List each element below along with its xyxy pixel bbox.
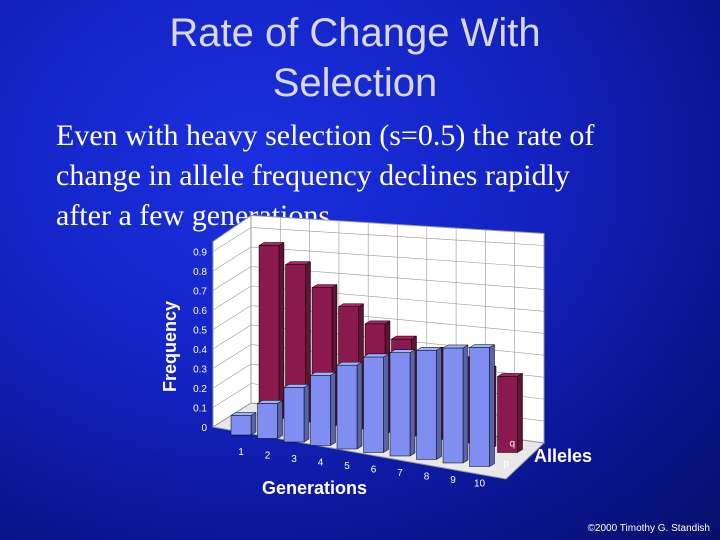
bar-face	[257, 403, 278, 439]
series-label-q: q	[510, 439, 516, 450]
slide-title: Rate of Change With Selection	[0, 8, 710, 108]
bar-q-gen-1	[258, 242, 285, 422]
bar-side	[277, 399, 283, 439]
bar-p-gen-9	[442, 344, 469, 464]
bar-p-gen-8	[415, 346, 443, 460]
bar-side	[462, 344, 469, 464]
bar-p-gen-2	[256, 399, 284, 439]
bar-p-gen-3	[283, 383, 310, 443]
bar-side	[436, 346, 442, 460]
y-tick-label: 0.1	[193, 404, 207, 415]
chart-bars	[230, 242, 524, 467]
bar-top	[258, 242, 285, 246]
bar-p-gen-7	[389, 349, 416, 457]
bar-q-gen-10	[496, 373, 524, 453]
title-line-1: Rate of Change With	[169, 11, 541, 55]
bar-face	[283, 387, 305, 443]
bar-side	[330, 371, 336, 446]
bar-face	[389, 352, 411, 457]
y-tick-label: 0.2	[193, 384, 207, 395]
subtitle-line-2: change in allele frequency declines rapi…	[56, 159, 570, 192]
y-axis-title: Frequency	[160, 301, 180, 392]
series-label-p: p	[504, 459, 510, 470]
bar-p-gen-5	[336, 361, 363, 450]
bar-side	[489, 344, 495, 467]
bar-top	[468, 344, 496, 348]
bar-face	[258, 245, 280, 422]
bar-top	[283, 384, 310, 388]
title-line-2: Selection	[272, 61, 438, 105]
x-tick-label: 8	[424, 472, 430, 483]
bar-side	[356, 361, 363, 450]
bar-top	[496, 373, 524, 377]
y-tick-label: 0.3	[193, 365, 207, 376]
gridline	[212, 227, 252, 252]
bar-top	[311, 284, 338, 288]
y-tick-label: 0.5	[193, 326, 207, 337]
slide-subtitle: Even with heavy selection (s=0.5) the ra…	[56, 116, 676, 236]
bar-face	[336, 364, 358, 450]
bar-face	[469, 347, 490, 467]
bar-face	[230, 415, 252, 436]
x-tick-label: 1	[238, 447, 244, 458]
bar-side	[383, 353, 389, 453]
chart-ticks: 0 0.1 0.2 0.3 0.4 0.5 0.6 0.7 0.8 0.9 1 2 3 4 5 6 7 8 9 10 p…	[193, 248, 515, 490]
bar-side	[250, 412, 257, 436]
bar-face	[442, 347, 464, 464]
copyright-notice: ©2000 Timothy G. Standish	[587, 523, 710, 534]
x-tick-label: 2	[265, 451, 271, 462]
bar-top	[336, 361, 363, 366]
bar-p-gen-10	[468, 344, 496, 467]
bar-top	[256, 400, 284, 404]
bar-top	[309, 372, 337, 376]
gridline	[212, 285, 252, 311]
alleles-axis-title: Alleles	[534, 446, 592, 466]
bar-top	[415, 347, 443, 351]
x-tick-label: 4	[318, 458, 324, 469]
x-tick-label: 6	[371, 465, 377, 476]
gridline	[212, 266, 252, 291]
bar-side	[303, 383, 310, 443]
bar-side	[278, 242, 285, 422]
bar-p-gen-1	[230, 412, 257, 436]
gridline	[212, 305, 252, 330]
bar-face	[310, 375, 331, 446]
x-tick-label: 9	[450, 475, 456, 486]
x-tick-label: 7	[397, 468, 403, 479]
bar-top	[390, 335, 418, 340]
subtitle-line-1: Even with heavy selection (s=0.5) the ra…	[56, 119, 595, 152]
gridline	[212, 324, 252, 350]
gridline	[212, 344, 252, 369]
gridline	[212, 383, 252, 408]
bar-p-gen-6	[362, 353, 390, 453]
bar-top	[362, 353, 390, 358]
y-tick-label: 0.8	[193, 267, 207, 278]
bar-face	[416, 350, 437, 460]
y-tick-label: 0.4	[193, 345, 207, 356]
y-tick-label: 0.6	[193, 306, 207, 317]
bar-side	[409, 349, 416, 457]
gridline	[212, 246, 252, 272]
bar-p-gen-4	[309, 371, 337, 446]
bar-top	[389, 349, 416, 353]
bar-face	[363, 356, 384, 453]
gridline	[212, 363, 252, 389]
x-tick-label: 5	[344, 461, 350, 472]
y-tick-label: 0.7	[193, 287, 207, 298]
bar-top	[284, 261, 312, 265]
x-tick-label: 10	[474, 479, 486, 490]
bar-side	[517, 373, 523, 453]
bar-top	[230, 412, 257, 416]
x-axis-title: Generations	[262, 478, 367, 498]
y-tick-label: 0	[201, 423, 207, 434]
bar-top	[364, 320, 391, 325]
bar-top	[442, 344, 469, 349]
y-tick-label: 0.9	[193, 248, 207, 259]
bar-top	[337, 303, 365, 307]
x-tick-label: 3	[291, 454, 297, 465]
